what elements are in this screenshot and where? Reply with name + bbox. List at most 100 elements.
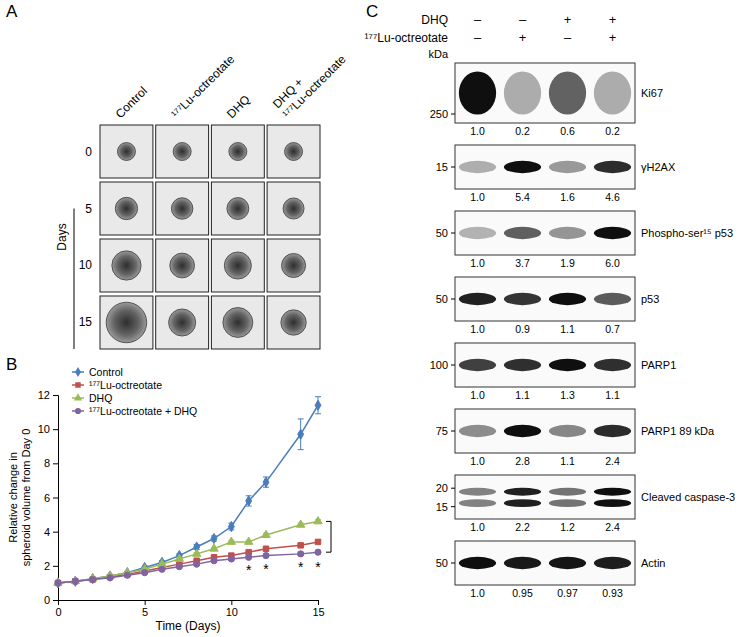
treatment-sign: – <box>519 12 527 27</box>
y-axis-line <box>53 396 59 601</box>
plot-area <box>54 397 322 588</box>
legend-marker <box>74 393 82 400</box>
series-marker <box>211 558 217 564</box>
blot-band <box>504 557 541 569</box>
x-axis-line <box>59 601 319 606</box>
band-shape <box>549 293 586 305</box>
blot-value: 1.0 <box>470 191 485 203</box>
x-tick: 0 <box>55 600 61 618</box>
column-header-text: Control <box>113 84 150 121</box>
y-tick-mark <box>53 600 58 601</box>
annotation: * <box>263 561 269 577</box>
series-marker <box>262 530 270 537</box>
series-marker <box>55 580 60 585</box>
marker-tick <box>451 167 455 168</box>
blot-band <box>594 359 631 371</box>
y-tick: 6 <box>44 492 58 504</box>
band-shape <box>504 488 541 496</box>
blot-band <box>459 425 496 437</box>
series-marker <box>90 576 96 582</box>
blot-name: Phospho-ser¹⁵ p53 <box>641 227 733 239</box>
blot-frame <box>455 63 635 123</box>
blot-band <box>504 161 541 173</box>
series-marker <box>298 543 303 548</box>
blot-name: Actin <box>641 557 665 569</box>
spheroid <box>112 251 141 280</box>
blot-value: 0.6 <box>560 125 575 137</box>
series-line <box>58 542 318 583</box>
error-bar <box>298 419 304 450</box>
spheroid <box>281 253 305 277</box>
spheroid <box>281 310 306 335</box>
x-tick-label: 5 <box>142 606 148 618</box>
band-shape <box>594 161 631 173</box>
y-tick-mark <box>53 498 58 499</box>
series-marker <box>142 570 148 576</box>
blot-value: 1.2 <box>560 521 575 533</box>
band-shape <box>549 161 586 173</box>
marker-label: 75 <box>436 425 448 437</box>
band-shape <box>549 71 586 114</box>
marker-label: 100 <box>430 359 448 371</box>
series-marker <box>315 400 321 410</box>
blot-name: γH2AX <box>641 161 676 173</box>
blot-band <box>594 161 631 173</box>
x-axis: 051015 <box>55 600 324 618</box>
spheroid <box>283 198 304 219</box>
panel-label: B <box>6 355 17 374</box>
error-bar-cap <box>315 413 321 414</box>
blot-frame <box>455 409 635 453</box>
column-header: DHQ <box>224 92 253 121</box>
treatment-name: DHQ <box>421 13 448 27</box>
series-line <box>58 405 318 583</box>
blot-value: 0.2 <box>605 125 620 137</box>
series-marker <box>73 578 78 583</box>
blot-value: 0.93 <box>602 587 623 599</box>
band-shape <box>459 499 496 507</box>
image-frame <box>100 182 153 235</box>
image-frame <box>100 296 153 349</box>
blot-band <box>549 227 586 239</box>
spheroid <box>227 198 249 220</box>
band-shape <box>549 227 586 239</box>
treatment-sign: + <box>519 30 527 45</box>
blot-value: 1.6 <box>560 191 575 203</box>
series-marker <box>228 521 234 531</box>
blot-band <box>549 488 586 507</box>
blot-band <box>594 425 631 437</box>
spheroid <box>170 253 195 278</box>
row-label: 5 <box>85 202 92 216</box>
series-marker <box>55 580 61 586</box>
band-shape <box>549 499 586 507</box>
row-label: 15 <box>79 315 93 329</box>
significance-bracket <box>326 521 331 552</box>
series-marker <box>227 537 235 544</box>
image-frame <box>211 125 264 178</box>
band-shape <box>504 227 541 239</box>
legend-marker <box>75 367 81 377</box>
blot-band <box>459 359 496 371</box>
legend-label: ¹⁷⁷Lu-octreotate + DHQ <box>89 405 197 417</box>
blot-value: 6.0 <box>605 257 620 269</box>
series-marker <box>55 578 61 588</box>
band-shape <box>594 293 631 305</box>
series-line <box>58 552 318 583</box>
spheroid <box>117 143 135 161</box>
band-shape <box>594 557 631 569</box>
blot-band <box>594 488 631 507</box>
blot-band <box>549 359 586 371</box>
x-tick-mark <box>231 600 232 605</box>
series-marker <box>211 533 217 543</box>
legend-marker <box>75 382 80 387</box>
blot-band <box>594 227 631 239</box>
blot-value: 1.3 <box>560 389 575 401</box>
x-tick-mark <box>318 600 319 605</box>
image-frame <box>267 239 320 292</box>
band-shape <box>549 359 586 371</box>
blot-value: 1.1 <box>560 323 575 335</box>
band-shape <box>594 359 631 371</box>
legend-label: Control <box>89 366 123 378</box>
figure: ABCControl¹⁷⁷Lu-octreotateDHQDHQ +¹⁷⁷Lu-… <box>0 0 745 637</box>
x-tick: 15 <box>312 600 324 618</box>
series-line <box>58 521 318 583</box>
